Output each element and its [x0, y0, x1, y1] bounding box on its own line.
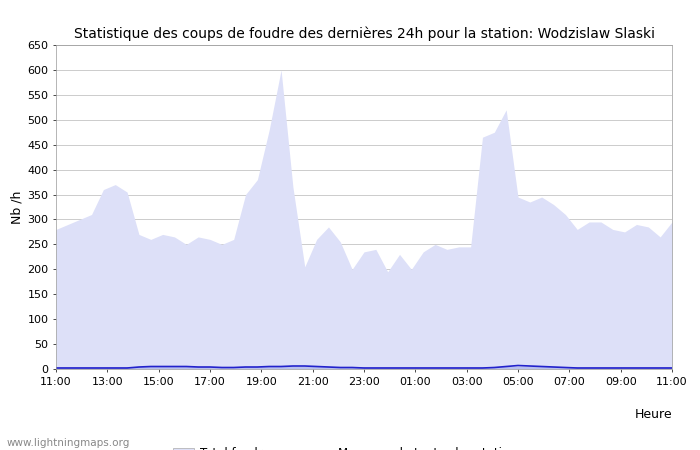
Title: Statistique des coups de foudre des dernières 24h pour la station: Wodzislaw Sla: Statistique des coups de foudre des dern… — [74, 27, 654, 41]
Text: www.lightningmaps.org: www.lightningmaps.org — [7, 438, 130, 448]
Y-axis label: Nb /h: Nb /h — [10, 190, 23, 224]
Text: Heure: Heure — [634, 408, 672, 421]
